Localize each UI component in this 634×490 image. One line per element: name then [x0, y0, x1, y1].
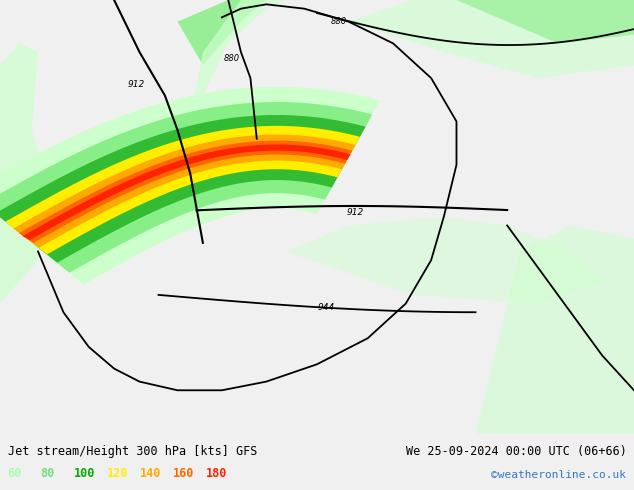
Text: Jet stream/Height 300 hPa [kts] GFS: Jet stream/Height 300 hPa [kts] GFS — [8, 445, 257, 458]
Text: 880: 880 — [331, 17, 347, 26]
Text: We 25-09-2024 00:00 UTC (06+66): We 25-09-2024 00:00 UTC (06+66) — [406, 445, 626, 458]
PathPatch shape — [190, 0, 285, 122]
Text: 60: 60 — [8, 467, 22, 480]
Text: 100: 100 — [74, 467, 95, 480]
PathPatch shape — [0, 115, 366, 263]
PathPatch shape — [178, 0, 266, 65]
Text: 120: 120 — [107, 467, 128, 480]
Text: 944: 944 — [318, 303, 335, 312]
PathPatch shape — [5, 126, 360, 254]
PathPatch shape — [456, 0, 634, 44]
PathPatch shape — [0, 102, 372, 273]
Text: 80: 80 — [41, 467, 55, 480]
PathPatch shape — [285, 217, 602, 304]
Text: 880: 880 — [223, 54, 240, 63]
PathPatch shape — [19, 141, 353, 243]
PathPatch shape — [476, 225, 634, 434]
Text: 140: 140 — [139, 467, 161, 480]
PathPatch shape — [228, 108, 304, 182]
PathPatch shape — [23, 145, 350, 240]
PathPatch shape — [0, 87, 380, 284]
Text: ©weatheronline.co.uk: ©weatheronline.co.uk — [491, 470, 626, 480]
PathPatch shape — [349, 0, 634, 78]
PathPatch shape — [13, 135, 356, 247]
Text: 180: 180 — [205, 467, 227, 480]
PathPatch shape — [0, 44, 51, 304]
PathPatch shape — [222, 122, 292, 173]
Text: 912: 912 — [346, 208, 364, 217]
Text: 160: 160 — [172, 467, 194, 480]
Text: 912: 912 — [127, 80, 145, 89]
